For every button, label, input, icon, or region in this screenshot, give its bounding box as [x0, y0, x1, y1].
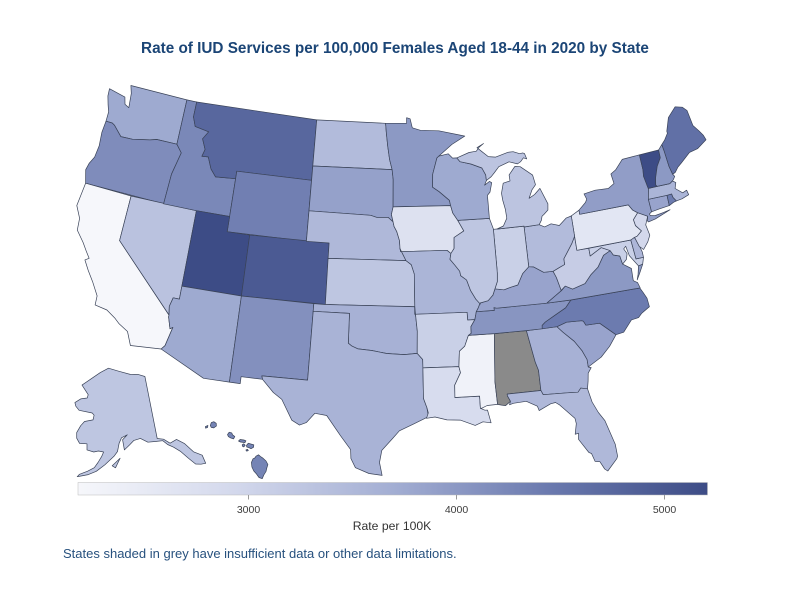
svg-text:Rate per 100K: Rate per 100K — [353, 519, 432, 533]
svg-text:3000: 3000 — [237, 504, 261, 516]
svg-text:5000: 5000 — [653, 504, 677, 516]
svg-text:4000: 4000 — [445, 504, 469, 516]
